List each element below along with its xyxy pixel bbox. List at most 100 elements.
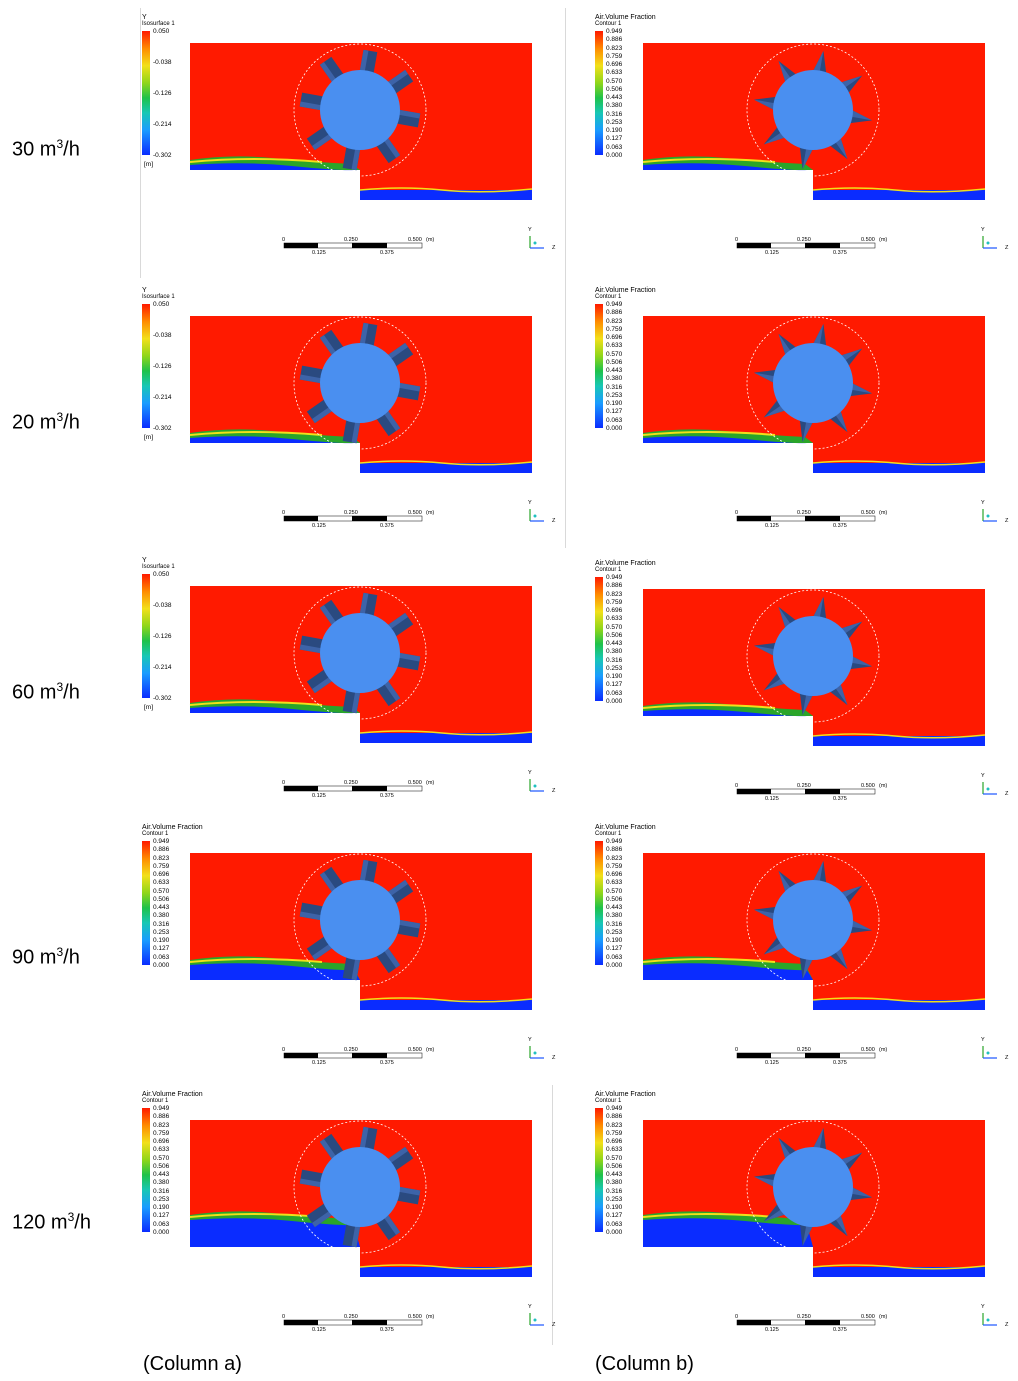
wheel-hub <box>320 343 400 423</box>
legend-tick-label: 0.050 <box>153 28 170 35</box>
legend-tick-label: 0.380 <box>153 1179 170 1187</box>
legend-unit: [m] <box>144 161 154 168</box>
legend-color-bar <box>142 304 150 428</box>
row-label-120: 120 m3/h <box>12 1210 91 1234</box>
row-label-90: 90 m3/h <box>12 945 80 969</box>
legend-title: Air.Volume Fraction <box>142 1091 203 1098</box>
water-layer-downstream <box>360 1267 532 1277</box>
legend-tick-label: 0.696 <box>606 334 623 342</box>
scale-bar-label: (m) <box>426 780 435 786</box>
free-surface-line <box>642 158 776 163</box>
legend-tick-label: 0.633 <box>606 879 623 887</box>
legend-tick-label: 0.253 <box>606 928 623 936</box>
legend-subtitle: Contour 1 <box>595 294 622 300</box>
legend-color-bar <box>142 841 150 965</box>
legend-tick-label: 0.633 <box>606 1146 623 1154</box>
simulation-scene <box>189 43 544 249</box>
scale-bar-label: 0.375 <box>380 1327 394 1333</box>
legend-tick-label: 0.949 <box>606 574 623 581</box>
legend-tick-label: 0.380 <box>606 912 623 920</box>
scale-bar-label: 0.375 <box>833 796 847 802</box>
legend-title: Air.Volume Fraction <box>595 824 656 831</box>
downstream-surface-line <box>359 187 533 193</box>
water-layer-upstream <box>190 963 360 980</box>
free-surface-line <box>642 958 776 963</box>
water-layer-downstream <box>360 463 532 473</box>
scale-bar-label: 0.500 <box>861 1047 875 1053</box>
legend-tick-label: 0.443 <box>606 367 623 375</box>
legend-tick-label: 0.380 <box>153 912 170 920</box>
scale-bar-label: 0.250 <box>344 780 358 786</box>
legend-tick-label: 0.570 <box>606 77 623 85</box>
scale-bar-label: 0.125 <box>312 1060 326 1066</box>
scale-bar-label: 0.125 <box>765 523 779 529</box>
legend-subtitle: Contour 1 <box>595 831 622 837</box>
legend-tick-label: 0.443 <box>606 1171 623 1179</box>
scale-bar-label: (m) <box>879 1047 888 1053</box>
scale-bar-label: 0.125 <box>312 793 326 799</box>
legend-tick-label: 0.253 <box>606 391 623 399</box>
legend-tick-label: 0.063 <box>606 689 623 697</box>
panel-b-row-2: Air.Volume Fraction Contour 1 0.949 0.886 0.… <box>595 283 1015 555</box>
scale-bar <box>283 515 423 522</box>
downstream-surface-line <box>359 730 533 736</box>
scale-bar-label: 0.250 <box>344 1314 358 1320</box>
legend-tick-label: 0.316 <box>606 656 623 664</box>
scale-bar-label: 0.500 <box>861 1314 875 1320</box>
legend-tick-label: 0.759 <box>606 862 623 870</box>
legend-tick-label: 0.316 <box>606 383 623 391</box>
legend-tick-label: 0.886 <box>606 36 623 44</box>
scale-bar <box>283 242 423 249</box>
axis-triad <box>982 1046 997 1059</box>
legend-tick-label: 0.000 <box>606 1229 623 1236</box>
channel-step <box>190 170 360 202</box>
legend-tick-label: 0.759 <box>153 862 170 870</box>
scale-bar-label: (m) <box>426 237 435 243</box>
water-layer-downstream <box>813 190 985 200</box>
axis-z-label: Z <box>552 1055 556 1061</box>
axis-z-label: Z <box>552 245 556 251</box>
panel-b-row-1: Air.Volume Fraction Contour 1 0.949 0.886 0.… <box>595 10 1015 282</box>
legend-subtitle: Contour 1 <box>595 567 622 573</box>
scale-bar-label: 0.125 <box>765 1060 779 1066</box>
legend-tick-label: 0.190 <box>606 673 623 681</box>
scale-bar-label: 0.375 <box>380 1060 394 1066</box>
legend-tick-label: 0.886 <box>153 846 170 854</box>
scale-bar-label: 0 <box>282 1314 286 1320</box>
scale-bar-label: 0.250 <box>797 783 811 789</box>
legend-tick-label: 0.443 <box>153 904 170 912</box>
legend-subtitle: Contour 1 <box>595 21 622 27</box>
downstream-surface-line <box>359 460 533 466</box>
panel-b-row-5: Air.Volume Fraction Contour 1 0.949 0.886 0.… <box>595 1087 1015 1359</box>
column-a-caption: (Column a) <box>143 1353 242 1375</box>
scale-bar-label: 0.500 <box>408 780 422 786</box>
water-layer-downstream <box>813 736 985 746</box>
legend-tick-label: 0.949 <box>606 1105 623 1112</box>
scale-bar-label: 0.500 <box>861 783 875 789</box>
channel-step <box>643 1247 813 1279</box>
legend-tick-label: -0.038 <box>153 332 172 339</box>
legend-tick-label: 0.570 <box>153 1154 170 1162</box>
legend-tick-label: 0.380 <box>606 1179 623 1187</box>
legend-tick-label: 0.050 <box>153 571 170 578</box>
legend-tick-label: -0.214 <box>153 664 172 671</box>
channel-step <box>643 716 813 748</box>
axis-z-label: Z <box>1005 1322 1009 1328</box>
scale-bar-label: 0.125 <box>312 1327 326 1333</box>
legend-tick-label: 0.633 <box>153 879 170 887</box>
simulation-scene <box>642 1120 997 1326</box>
axis-triad <box>529 779 544 792</box>
axis-triad <box>529 236 544 249</box>
axis-y-label: Y <box>981 1037 985 1043</box>
water-layer-upstream <box>190 706 360 714</box>
legend-tick-label: 0.190 <box>606 400 623 408</box>
legend-tick-label: -0.302 <box>153 695 172 702</box>
axis-z-label: Z <box>1005 791 1009 797</box>
legend-tick-label: 0.823 <box>153 854 170 862</box>
legend-tick-label: 0.759 <box>153 1129 170 1137</box>
wheel-hub <box>773 1147 853 1227</box>
legend-tick-label: 0.127 <box>153 945 170 953</box>
axis-triad <box>982 509 997 522</box>
legend-tick-label: 0.253 <box>606 664 623 672</box>
scale-bar-label: (m) <box>426 1047 435 1053</box>
